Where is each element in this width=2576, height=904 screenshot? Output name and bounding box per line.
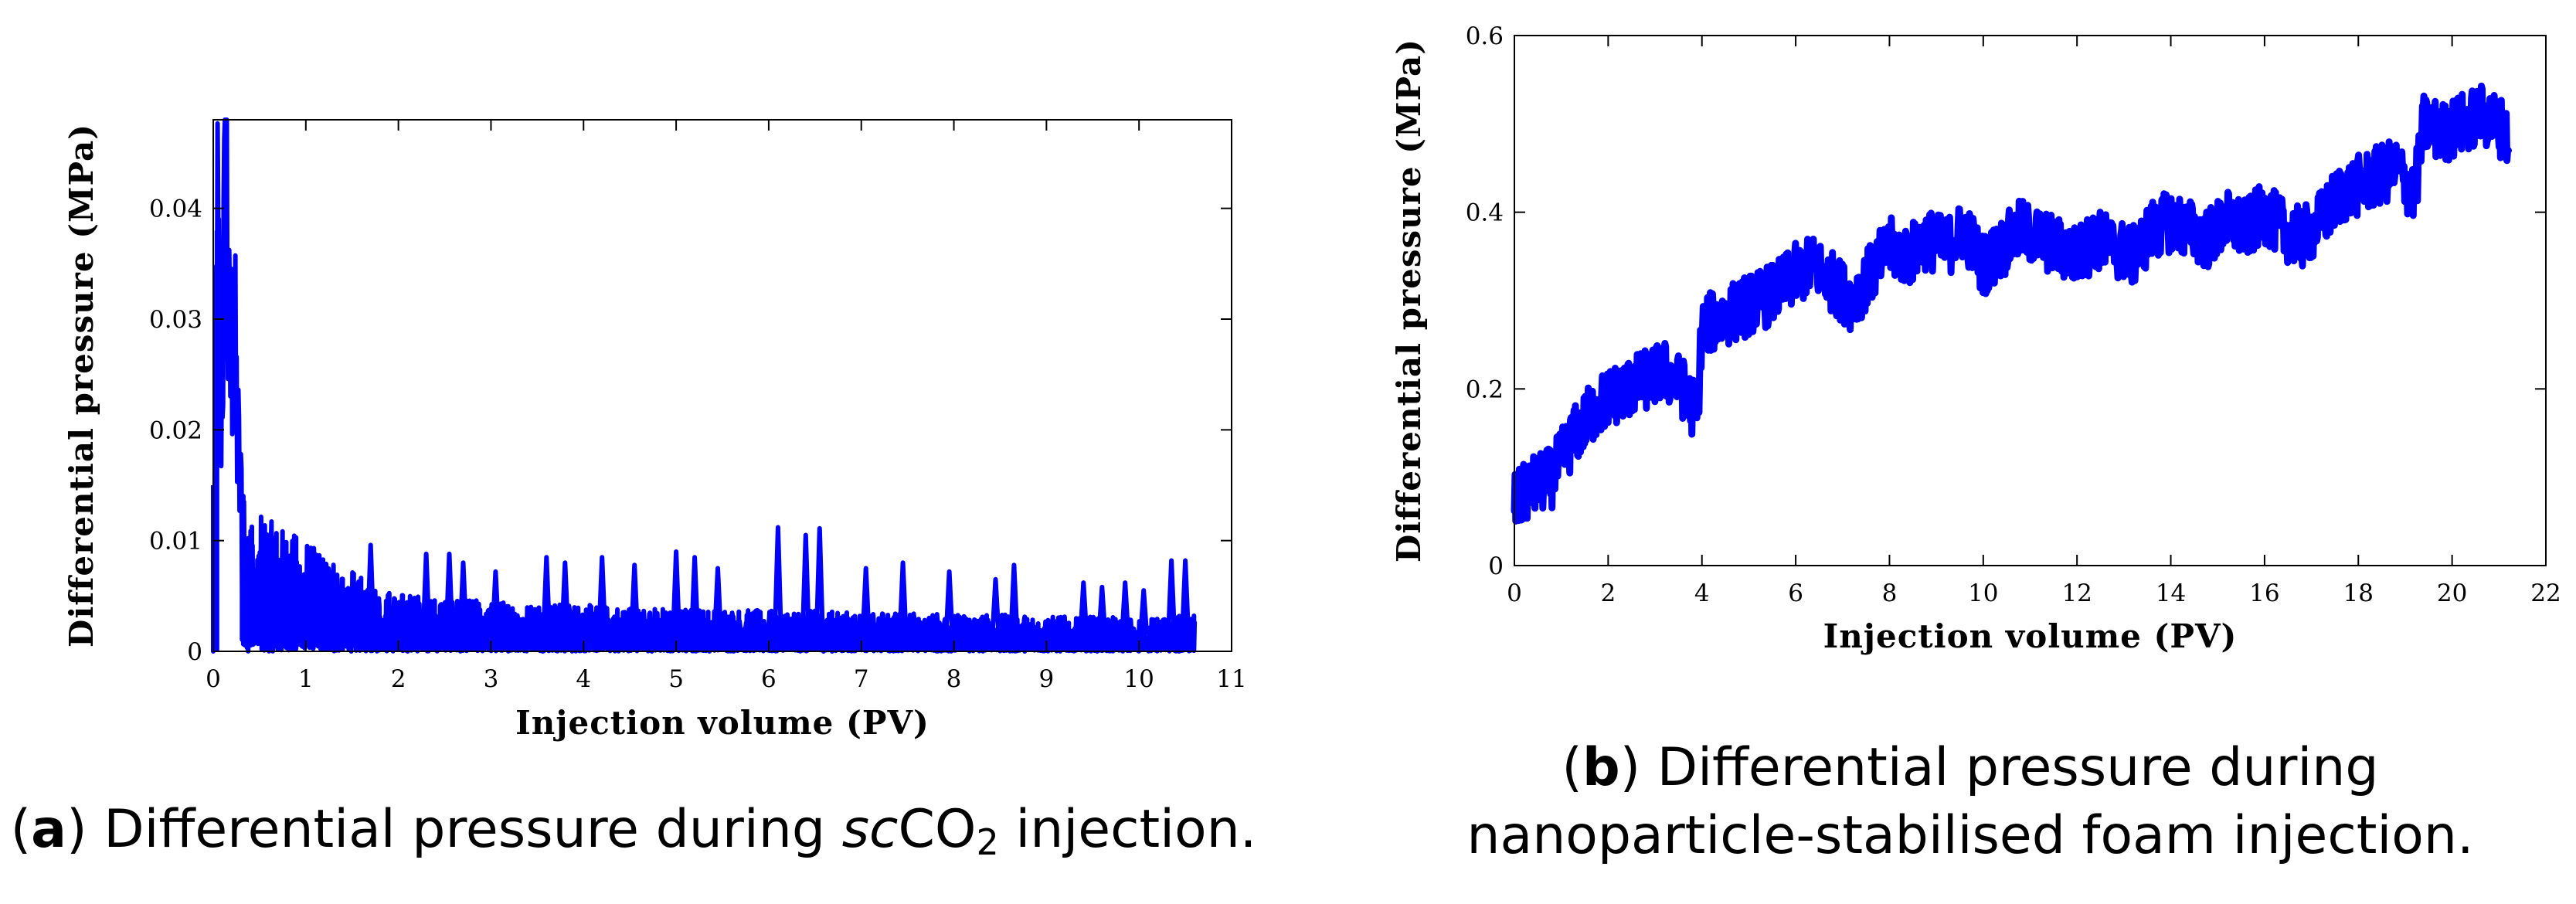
y-tick-label-a-2: 0.02 <box>149 416 202 444</box>
caption-b-line2: nanoparticle-stabilised foam injection. <box>1466 805 2474 866</box>
spike-a-9 <box>671 549 682 635</box>
y-tick-label-a-1: 0.01 <box>149 528 202 556</box>
x-tick-label-b-20: 20 <box>2437 579 2467 607</box>
x-tick-label-a-7: 7 <box>854 665 869 693</box>
spike-a-12 <box>772 525 783 635</box>
spike-a-11 <box>712 566 723 635</box>
caption-a: (a) Differential pressure during scCO2 i… <box>10 799 1257 863</box>
spike-a-13 <box>800 532 811 635</box>
caption-b-text: Differential pressure during <box>1657 737 2379 798</box>
spike-a-5 <box>541 555 552 635</box>
caption-b-label: b <box>1582 737 1620 798</box>
spike-a-24 <box>1166 558 1178 635</box>
caption-a-sub: 2 <box>976 821 999 863</box>
x-tick-label-a-0: 0 <box>206 665 221 693</box>
spike-a-8 <box>629 562 641 635</box>
caption-a-text: Differential pressure during <box>104 799 825 860</box>
caption-a-tail: injection. <box>1015 799 1257 860</box>
spike-a-3 <box>457 560 469 635</box>
chart-panel-b: 0 2 4 6 8 10 12 14 16 18 20 22 0 0.2 0.4 0.6 Injection v… <box>1390 22 2561 655</box>
x-tick-label-b-14: 14 <box>2156 579 2186 607</box>
x-tick-label-a-4: 4 <box>576 665 591 693</box>
spike-a-10 <box>689 555 701 635</box>
y-axis-title-a: Differential pressure (MPa) <box>63 124 100 647</box>
series-line-b <box>1511 82 2512 525</box>
spike-a-23 <box>1138 588 1150 635</box>
y-tick-label-b-2: 0.4 <box>1466 199 1504 227</box>
caption-b: (b) Differential pressure during nanopart… <box>1466 737 2474 866</box>
spike-a-16 <box>897 560 909 635</box>
caption-a-chem: CO <box>898 799 977 860</box>
series-line-a <box>211 117 1198 654</box>
spike-a-6 <box>559 560 571 635</box>
x-tick-label-a-11: 11 <box>1216 665 1246 693</box>
x-tick-label-b-8: 8 <box>1882 579 1898 607</box>
spike-a-22 <box>1120 580 1131 635</box>
caption-a-italic: sc <box>841 799 899 860</box>
spike-a-17 <box>943 569 955 635</box>
y-tick-label-a-4: 0.04 <box>149 195 202 223</box>
x-axis-title-a: Injection volume (PV) <box>515 704 929 742</box>
y-tick-label-b-3: 0.6 <box>1466 22 1504 50</box>
x-tick-label-a-3: 3 <box>484 665 499 693</box>
x-tick-label-a-6: 6 <box>761 665 777 693</box>
spike-a-14 <box>814 525 825 635</box>
x-tick-label-b-0: 0 <box>1507 579 1522 607</box>
y-tick-label-a-0: 0 <box>187 638 202 666</box>
y-tick-label-b-1: 0.2 <box>1466 376 1504 403</box>
x-tick-label-b-12: 12 <box>2061 579 2092 607</box>
x-tick-label-b-10: 10 <box>1968 579 1998 607</box>
spike-a-4 <box>490 569 501 635</box>
caption-a-label: a <box>31 799 67 860</box>
x-tick-label-a-10: 10 <box>1123 665 1154 693</box>
x-tick-label-a-9: 9 <box>1038 665 1054 693</box>
spike-a-18 <box>990 576 1001 635</box>
plot-frame-b <box>1514 35 2547 566</box>
y-axis-title-b: Differential pressure (MPa) <box>1390 39 1428 562</box>
x-tick-label-b-4: 4 <box>1694 579 1710 607</box>
y-tick-label-b-0: 0 <box>1488 552 1504 580</box>
spike-a-2 <box>443 551 455 635</box>
x-tick-label-b-16: 16 <box>2249 579 2279 607</box>
x-tick-label-a-8: 8 <box>946 665 962 693</box>
spike-a-7 <box>596 555 608 635</box>
spike-a-15 <box>860 566 872 635</box>
chart-panel-a: 0 1 2 3 4 5 6 7 8 9 10 11 0 0.01 0.02 0.03 0.04 Injection… <box>63 117 1247 742</box>
x-tick-label-b-2: 2 <box>1600 579 1616 607</box>
spike-a-19 <box>1008 562 1020 635</box>
plot-frame-a <box>212 119 1232 652</box>
x-tick-label-b-6: 6 <box>1788 579 1803 607</box>
spike-a-1 <box>420 551 432 635</box>
spike-a-25 <box>1180 558 1191 635</box>
x-tick-label-a-5: 5 <box>668 665 684 693</box>
spike-a-0 <box>365 542 376 635</box>
y-tick-label-a-3: 0.03 <box>149 306 202 334</box>
x-tick-label-a-2: 2 <box>391 665 406 693</box>
x-tick-label-a-1: 1 <box>298 665 314 693</box>
x-tick-label-b-18: 18 <box>2343 579 2374 607</box>
spike-a-20 <box>1078 580 1089 635</box>
spike-a-21 <box>1096 584 1108 635</box>
x-axis-title-b: Injection volume (PV) <box>1823 617 2238 655</box>
x-tick-label-b-22: 22 <box>2530 579 2561 607</box>
